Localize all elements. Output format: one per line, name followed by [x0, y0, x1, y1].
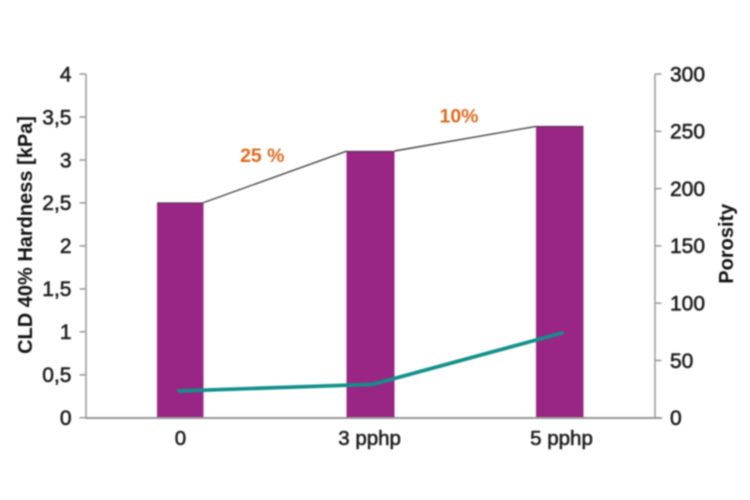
svg-text:300: 300 — [670, 63, 705, 86]
svg-text:2: 2 — [60, 235, 72, 258]
svg-text:CLD 40% Hardness [kPa]: CLD 40% Hardness [kPa] — [15, 116, 37, 354]
svg-text:250: 250 — [670, 121, 705, 144]
svg-text:3: 3 — [60, 149, 72, 172]
svg-text:3 pphp: 3 pphp — [338, 427, 401, 450]
svg-text:150: 150 — [670, 235, 705, 258]
svg-text:0: 0 — [670, 407, 682, 430]
svg-text:50: 50 — [670, 350, 693, 373]
svg-text:100: 100 — [670, 293, 705, 316]
svg-text:1,5: 1,5 — [42, 278, 71, 301]
svg-text:10%: 10% — [439, 105, 478, 127]
svg-text:Porosity: Porosity — [716, 203, 738, 284]
svg-text:0,5: 0,5 — [42, 364, 71, 387]
svg-text:0: 0 — [60, 407, 72, 430]
svg-text:3,5: 3,5 — [42, 106, 71, 129]
svg-text:200: 200 — [670, 178, 705, 201]
svg-text:25 %: 25 % — [240, 145, 284, 167]
svg-text:5 pphp: 5 pphp — [530, 427, 593, 450]
svg-text:1: 1 — [60, 321, 72, 344]
svg-text:0: 0 — [175, 427, 186, 450]
svg-text:2,5: 2,5 — [42, 192, 71, 215]
svg-text:4: 4 — [60, 63, 72, 86]
